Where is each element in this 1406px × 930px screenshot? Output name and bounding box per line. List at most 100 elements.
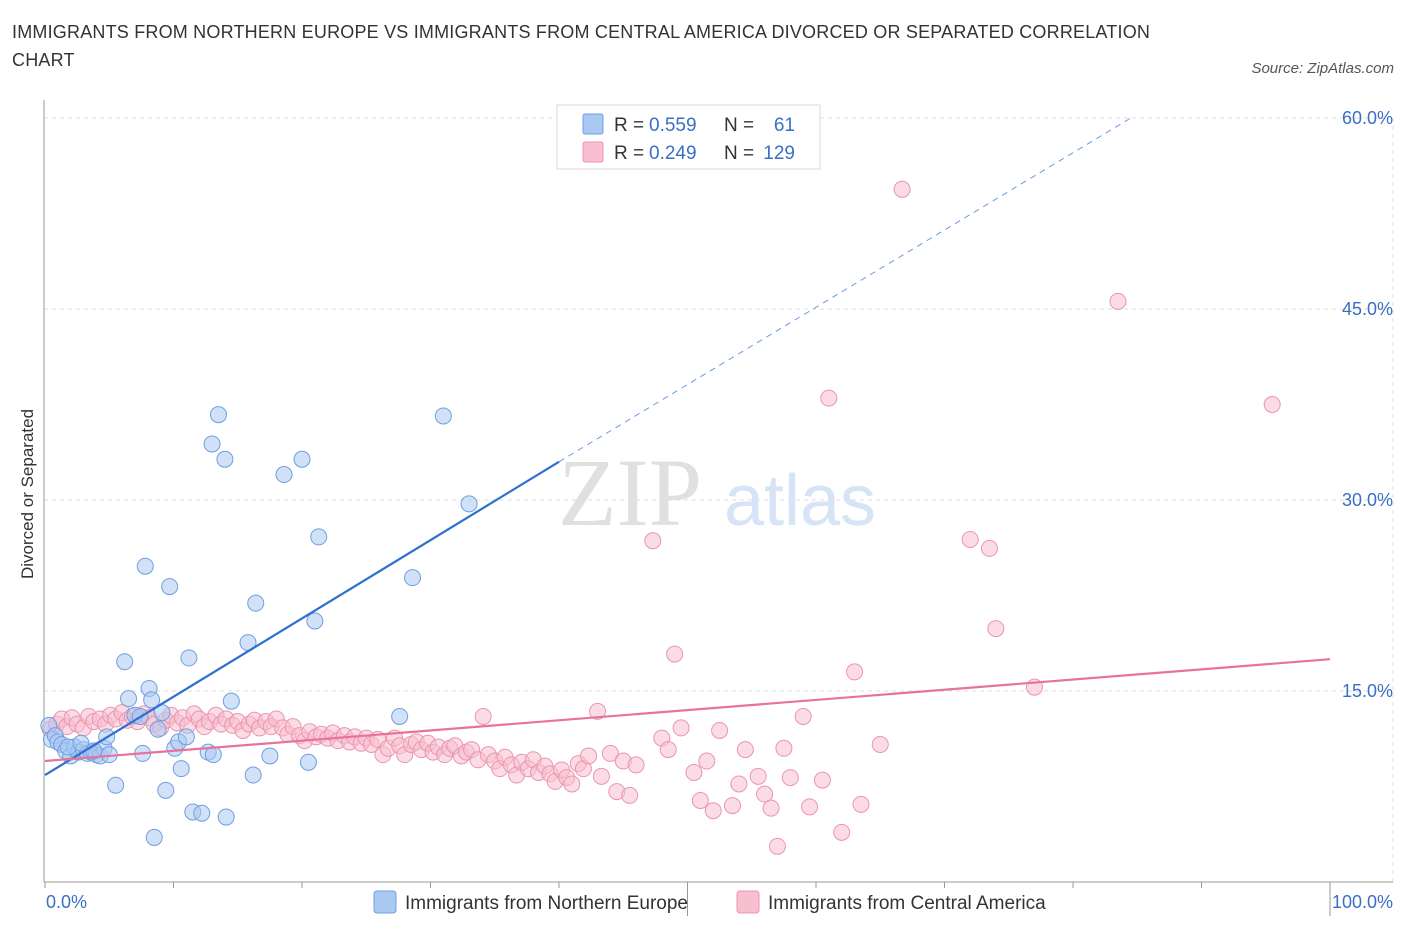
legend-r-label: R =	[614, 115, 644, 136]
data-point-northern-europe	[222, 692, 240, 710]
watermark-zip: ZIP	[558, 439, 702, 546]
data-point-central-america	[601, 744, 619, 762]
data-point-central-america	[961, 530, 979, 548]
data-point-northern-europe	[72, 734, 90, 752]
data-point-northern-europe	[107, 776, 125, 794]
data-point-northern-europe	[217, 808, 235, 826]
data-point-northern-europe	[299, 753, 317, 771]
data-point-northern-europe	[120, 690, 138, 708]
data-point-central-america	[833, 823, 851, 841]
data-point-northern-europe	[161, 578, 179, 596]
data-point-northern-europe	[180, 649, 198, 667]
data-point-central-america	[711, 721, 729, 739]
legend-n-label: N =	[724, 115, 754, 136]
data-point-central-america	[704, 802, 722, 820]
stats-legend: R = 0.559 N = 61 R = 0.249 N = 129	[556, 104, 821, 170]
data-point-central-america	[698, 752, 716, 770]
bottom-legend-swatch-pink	[736, 890, 760, 914]
legend-n-value-pink: 129	[763, 143, 795, 164]
data-point-northern-europe	[216, 450, 234, 468]
data-point-northern-europe	[391, 707, 409, 725]
data-point-central-america	[813, 771, 831, 789]
data-point-central-america	[775, 739, 793, 757]
data-point-central-america	[762, 799, 780, 817]
data-point-central-america	[627, 756, 645, 774]
legend-n-label: N =	[724, 143, 754, 164]
data-point-northern-europe	[293, 450, 311, 468]
data-point-northern-europe	[149, 720, 167, 738]
source-label: Source: ZipAtlas.com	[1251, 60, 1394, 77]
bottom-legend-swatch-blue	[373, 890, 397, 914]
data-point-northern-europe	[244, 766, 262, 784]
data-point-central-america	[685, 763, 703, 781]
data-point-northern-europe	[247, 594, 265, 612]
y-tick-label: 15.0%	[1342, 681, 1393, 701]
bottom-legend-label-pink: Immigrants from Central America	[768, 893, 1046, 914]
data-point-central-america	[852, 795, 870, 813]
data-point-central-america	[589, 702, 607, 720]
data-point-northern-europe	[310, 528, 328, 546]
data-point-northern-europe	[193, 804, 211, 822]
data-point-central-america	[736, 741, 754, 759]
data-point-northern-europe	[116, 653, 134, 671]
legend-r-label: R =	[614, 143, 644, 164]
data-point-central-america	[893, 180, 911, 198]
data-point-northern-europe	[434, 407, 452, 425]
data-point-central-america	[592, 767, 610, 785]
data-point-central-america	[820, 389, 838, 407]
data-point-central-america	[730, 775, 748, 793]
data-point-central-america	[580, 747, 598, 765]
x-tick-label: 0.0%	[46, 892, 87, 912]
series-central-america	[41, 180, 1281, 855]
data-point-central-america	[794, 707, 812, 725]
data-point-central-america	[846, 663, 864, 681]
data-point-central-america	[672, 719, 690, 737]
data-point-central-america	[801, 798, 819, 816]
data-point-central-america	[659, 741, 677, 759]
trend-line-extension	[558, 117, 1132, 463]
x-tick-label: 100.0%	[1332, 892, 1393, 912]
series-northern-europe	[40, 406, 478, 846]
series-legend: Immigrants from Northern Europe Immigran…	[373, 890, 1046, 914]
data-point-central-america	[644, 532, 662, 550]
data-point-central-america	[781, 769, 799, 787]
data-point-central-america	[474, 707, 492, 725]
data-point-central-america	[723, 797, 741, 815]
legend-r-value-blue: 0.559	[649, 115, 697, 136]
data-point-northern-europe	[145, 828, 163, 846]
data-point-northern-europe	[460, 495, 478, 513]
data-point-central-america	[980, 539, 998, 557]
data-point-central-america	[563, 775, 581, 793]
data-point-central-america	[1263, 396, 1281, 413]
trend-lines	[44, 117, 1331, 776]
trend-line-central-america	[44, 658, 1331, 763]
trend-line-northern-europe	[44, 460, 560, 776]
data-point-northern-europe	[306, 612, 324, 630]
data-point-central-america	[621, 786, 639, 804]
grid-lines	[44, 117, 1394, 882]
data-point-northern-europe	[261, 747, 279, 765]
y-tick-label: 60.0%	[1342, 108, 1393, 128]
legend-n-value-blue: 61	[774, 115, 795, 136]
data-point-central-america	[1109, 292, 1127, 310]
y-axis-label: Divorced or Separated	[18, 409, 37, 579]
data-point-northern-europe	[172, 760, 190, 778]
data-point-central-america	[691, 792, 709, 810]
data-point-central-america	[768, 837, 786, 855]
data-point-central-america	[756, 785, 774, 803]
y-tick-label: 45.0%	[1342, 299, 1393, 319]
watermark-atlas: atlas	[724, 461, 876, 541]
data-point-northern-europe	[143, 691, 161, 709]
data-point-central-america	[749, 767, 767, 785]
y-tick-label: 30.0%	[1342, 490, 1393, 510]
data-point-central-america	[871, 735, 889, 753]
bottom-legend-label-blue: Immigrants from Northern Europe	[405, 893, 688, 914]
legend-r-value-pink: 0.249	[649, 143, 697, 164]
axes	[43, 100, 1393, 916]
data-point-northern-europe	[404, 569, 422, 587]
legend-swatch-pink	[582, 141, 604, 163]
data-point-northern-europe	[275, 466, 293, 484]
data-point-northern-europe	[136, 557, 154, 575]
data-point-northern-europe	[209, 406, 227, 424]
